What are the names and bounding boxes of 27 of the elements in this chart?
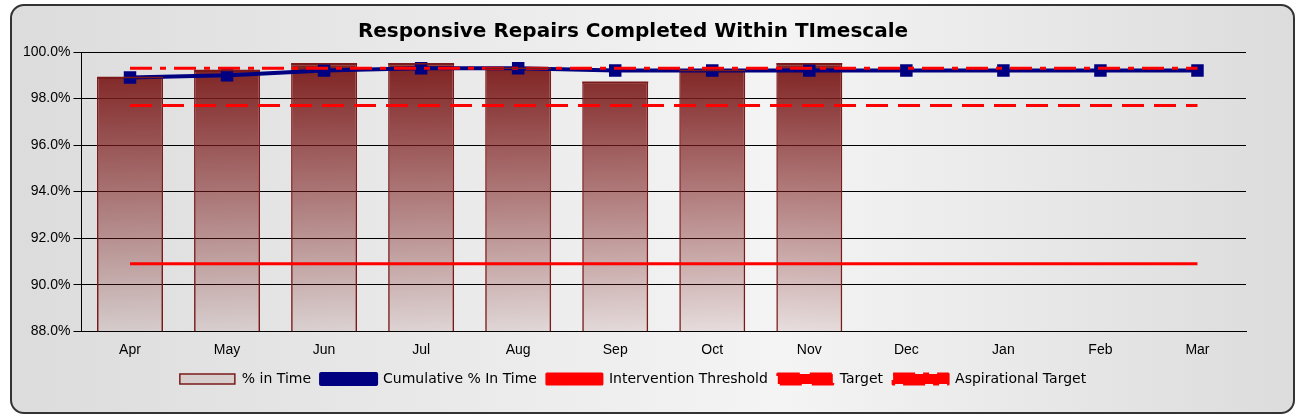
- x-tick-label: Jan: [992, 341, 1015, 358]
- point: [414, 62, 428, 75]
- x-tick-label: Apr: [119, 341, 142, 358]
- y-tick-label: 88.0%: [30, 322, 71, 339]
- x-tick-label: Oct: [701, 341, 724, 358]
- y-tick-label: 92.0%: [30, 228, 71, 245]
- point: [220, 69, 234, 82]
- x-tick-label: May: [213, 341, 241, 358]
- x-tick-label: Feb: [1088, 341, 1113, 358]
- y-tick-label: 100.0%: [23, 42, 71, 59]
- legend-label: % in Time: [241, 369, 312, 386]
- legend-label: Target: [838, 369, 884, 386]
- x-tick-label: Sep: [602, 341, 628, 358]
- y-tick-label: 98.0%: [30, 89, 71, 106]
- y-tick-label: 94.0%: [30, 182, 71, 199]
- x-tick-label: Aug: [505, 341, 531, 358]
- legend-label: Aspirational Target: [955, 369, 1087, 386]
- x-tick-label: Jun: [312, 341, 336, 358]
- chart-title: Responsive Repairs Completed Within TImescale: [357, 18, 909, 43]
- x-tick-label: Dec: [893, 341, 919, 358]
- x-tick-label: Nov: [796, 341, 822, 358]
- legend-label: Intervention Threshold: [608, 369, 768, 386]
- legend-label: Cumulative % In Time: [383, 369, 537, 386]
- x-tick-label: Mar: [1185, 341, 1210, 358]
- x-tick-label: Jul: [412, 341, 431, 358]
- y-tick-label: 96.0%: [30, 135, 71, 152]
- y-tick-label: 90.0%: [30, 275, 71, 292]
